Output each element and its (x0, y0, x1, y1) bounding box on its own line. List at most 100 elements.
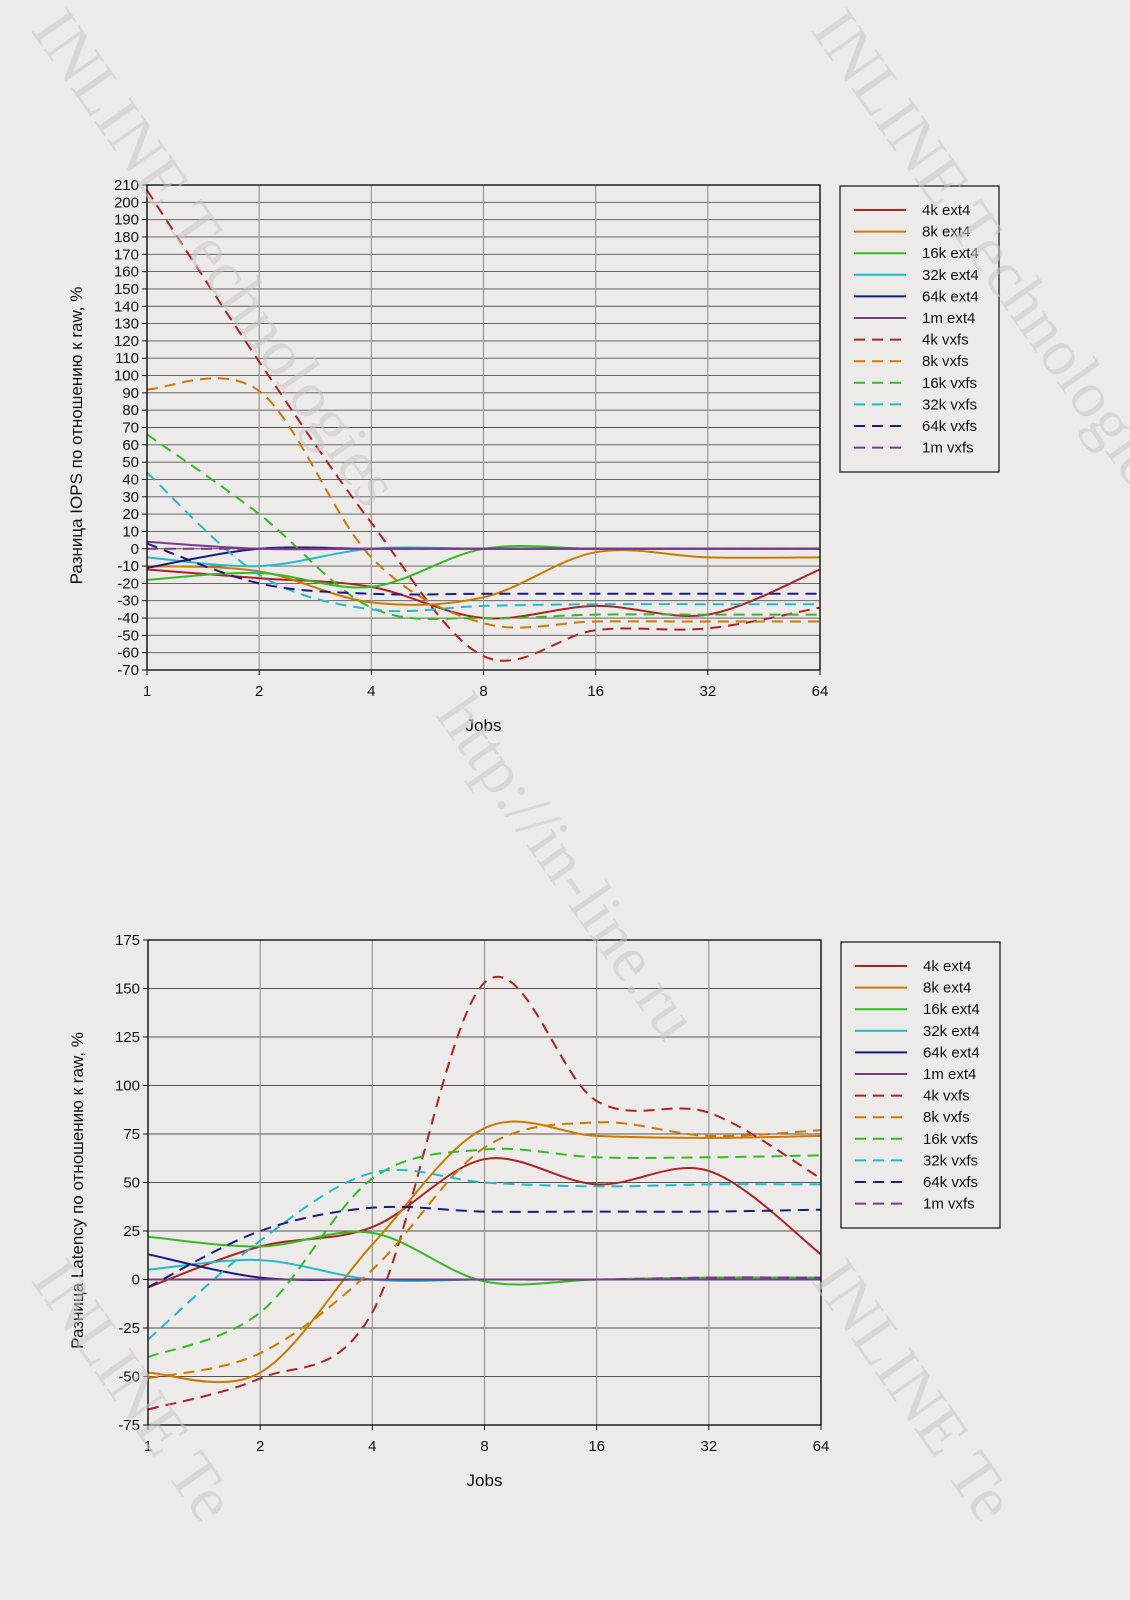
y-tick-label: 80 (122, 402, 139, 419)
x-axis-title: Jobs (467, 1471, 503, 1490)
y-tick-label: 160 (114, 264, 139, 281)
series-line-32k-vxfs (147, 1168, 822, 1341)
legend-label: 32k ext4 (923, 1023, 980, 1040)
legend: 4k ext4 8k ext4 16k ext4 32k ext4 64k ext4 1m… (840, 941, 1001, 1229)
series-line-64k-vxfs (146, 542, 820, 596)
y-tick-label: 175 (115, 932, 140, 949)
y-tick-label: 50 (122, 454, 139, 471)
x-tick-label: 8 (480, 1438, 488, 1455)
legend-label: 4k vxfs (922, 332, 969, 349)
y-tick-label: 120 (114, 333, 139, 350)
x-tick-label: 2 (255, 683, 263, 700)
y-tick-label: 150 (114, 281, 139, 298)
legend-label: 4k ext4 (922, 202, 970, 219)
y-tick-label: 130 (114, 316, 139, 333)
y-tick-label: -10 (117, 558, 139, 575)
y-tick-label: 190 (114, 212, 139, 229)
legend-label: 32k ext4 (922, 267, 979, 284)
series-line-8k-vxfs (147, 1121, 822, 1380)
legend-box (840, 941, 1001, 1229)
series-line-4k-vxfs (147, 975, 822, 1411)
x-tick-label: 2 (256, 1438, 264, 1455)
x-tick-label: 4 (367, 683, 375, 700)
series-line-32k-vxfs (146, 471, 820, 613)
y-tick-label: 170 (114, 246, 139, 263)
y-tick-label: 40 (122, 471, 139, 488)
series-line-8k-vxfs (146, 377, 820, 629)
y-tick-label: 100 (114, 368, 139, 385)
x-tick-label: 4 (368, 1438, 376, 1455)
y-tick-label: 150 (115, 981, 140, 998)
y-tick-label: 0 (131, 541, 139, 558)
y-tick-label: 20 (122, 506, 139, 523)
y-tick-label: -50 (117, 627, 139, 644)
y-tick-label: -30 (117, 593, 139, 610)
y-tick-label: 70 (122, 420, 139, 437)
y-tick-label: 75 (123, 1126, 140, 1143)
legend-label: 32k vxfs (922, 396, 977, 413)
x-tick-label: 1 (143, 683, 151, 700)
y-tick-label: -25 (118, 1320, 140, 1337)
y-tick-label: 125 (115, 1029, 140, 1046)
y-tick-label: 10 (122, 523, 139, 540)
x-tick-label: 64 (812, 683, 829, 700)
legend: 4k ext4 8k ext4 16k ext4 32k ext4 64k ext4 1m… (839, 185, 1000, 473)
y-tick-label: 200 (114, 194, 139, 211)
y-tick-label: 100 (115, 1078, 140, 1095)
legend-label: 32k vxfs (923, 1152, 978, 1169)
y-tick-label: -60 (117, 645, 139, 662)
y-tick-label: 140 (114, 298, 139, 315)
x-tick-label: 1 (144, 1438, 152, 1455)
legend-label: 64k ext4 (922, 288, 979, 305)
legend-label: 8k ext4 (923, 980, 971, 997)
legend-label: 8k ext4 (922, 224, 970, 241)
y-tick-label: -70 (117, 662, 139, 679)
chart-latency: -75 -50 -25 0 25 50 75 100 125 150 175 1 2 4 8 16 32 64 Jo… (68, 932, 1001, 1490)
y-tick-label: 60 (122, 437, 139, 454)
x-tick-label: 64 (813, 1438, 830, 1455)
y-axis-title: Разница Latency по отношению к raw, % (68, 1032, 87, 1349)
x-tick-label: 8 (479, 683, 487, 700)
y-tick-label: -20 (117, 575, 139, 592)
legend-label: 1m ext4 (922, 310, 975, 327)
series-line-64k-vxfs (147, 1205, 822, 1289)
y-tick-label: 110 (115, 350, 139, 367)
legend-label: 16k vxfs (922, 375, 977, 392)
legend-box (839, 185, 1000, 473)
x-axis-title: Jobs (466, 716, 502, 735)
y-tick-label: 25 (123, 1223, 140, 1240)
y-axis-title: Разница IOPS по отношению к raw, % (67, 287, 86, 585)
x-tick-label: 32 (700, 1438, 717, 1455)
series-line-16k-vxfs (146, 433, 820, 620)
legend-label: 8k vxfs (922, 353, 969, 370)
y-tick-label: 90 (122, 385, 139, 402)
series-line-4k-vxfs (146, 189, 821, 662)
legend-label: 4k vxfs (923, 1088, 970, 1105)
series-line-1m-vxfs (148, 1276, 822, 1281)
y-tick-label: 0 (132, 1272, 140, 1289)
x-tick-label: 16 (588, 1438, 605, 1455)
legend-label: 16k ext4 (922, 245, 979, 262)
x-tick-label: 16 (587, 683, 604, 700)
legend-label: 4k ext4 (923, 958, 971, 975)
y-tick-label: -40 (117, 610, 139, 627)
legend-label: 64k vxfs (922, 418, 977, 435)
x-tick-label: 32 (699, 683, 716, 700)
legend-label: 1m vxfs (922, 440, 974, 457)
series-line-16k-vxfs (147, 1147, 822, 1359)
series-group (147, 975, 822, 1411)
y-tick-label: -50 (118, 1369, 140, 1386)
legend-label: 8k vxfs (923, 1109, 970, 1126)
legend-label: 16k vxfs (923, 1131, 978, 1148)
y-tick-label: 210 (114, 177, 139, 194)
y-tick-label: 180 (114, 229, 139, 246)
y-tick-label: 50 (123, 1175, 140, 1192)
legend-label: 1m ext4 (923, 1066, 976, 1083)
legend-label: 1m vxfs (923, 1196, 975, 1213)
y-tick-label: 30 (122, 489, 139, 506)
charts-layer: -70-60-50-40-30-20-100102030405060708090… (67, 177, 1001, 1490)
legend-label: 16k ext4 (923, 1001, 980, 1018)
legend-label: 64k vxfs (923, 1174, 978, 1191)
